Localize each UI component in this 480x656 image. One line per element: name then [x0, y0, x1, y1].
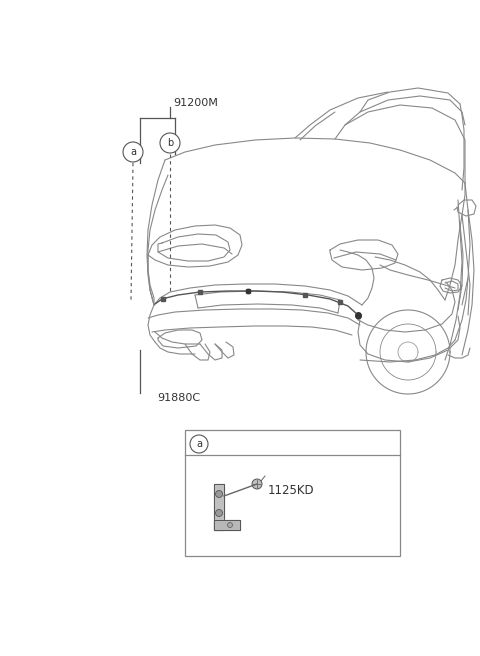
Circle shape	[216, 491, 223, 497]
Text: 91880C: 91880C	[157, 393, 200, 403]
FancyBboxPatch shape	[185, 430, 400, 556]
Circle shape	[252, 479, 262, 489]
Circle shape	[216, 510, 223, 516]
Circle shape	[190, 435, 208, 453]
Text: a: a	[196, 439, 202, 449]
Text: 91200M: 91200M	[173, 98, 218, 108]
Text: a: a	[130, 147, 136, 157]
Circle shape	[123, 142, 143, 162]
Polygon shape	[214, 484, 224, 530]
Circle shape	[160, 133, 180, 153]
Text: 1125KD: 1125KD	[268, 483, 314, 497]
Circle shape	[228, 522, 232, 527]
Polygon shape	[214, 520, 240, 530]
Text: b: b	[167, 138, 173, 148]
